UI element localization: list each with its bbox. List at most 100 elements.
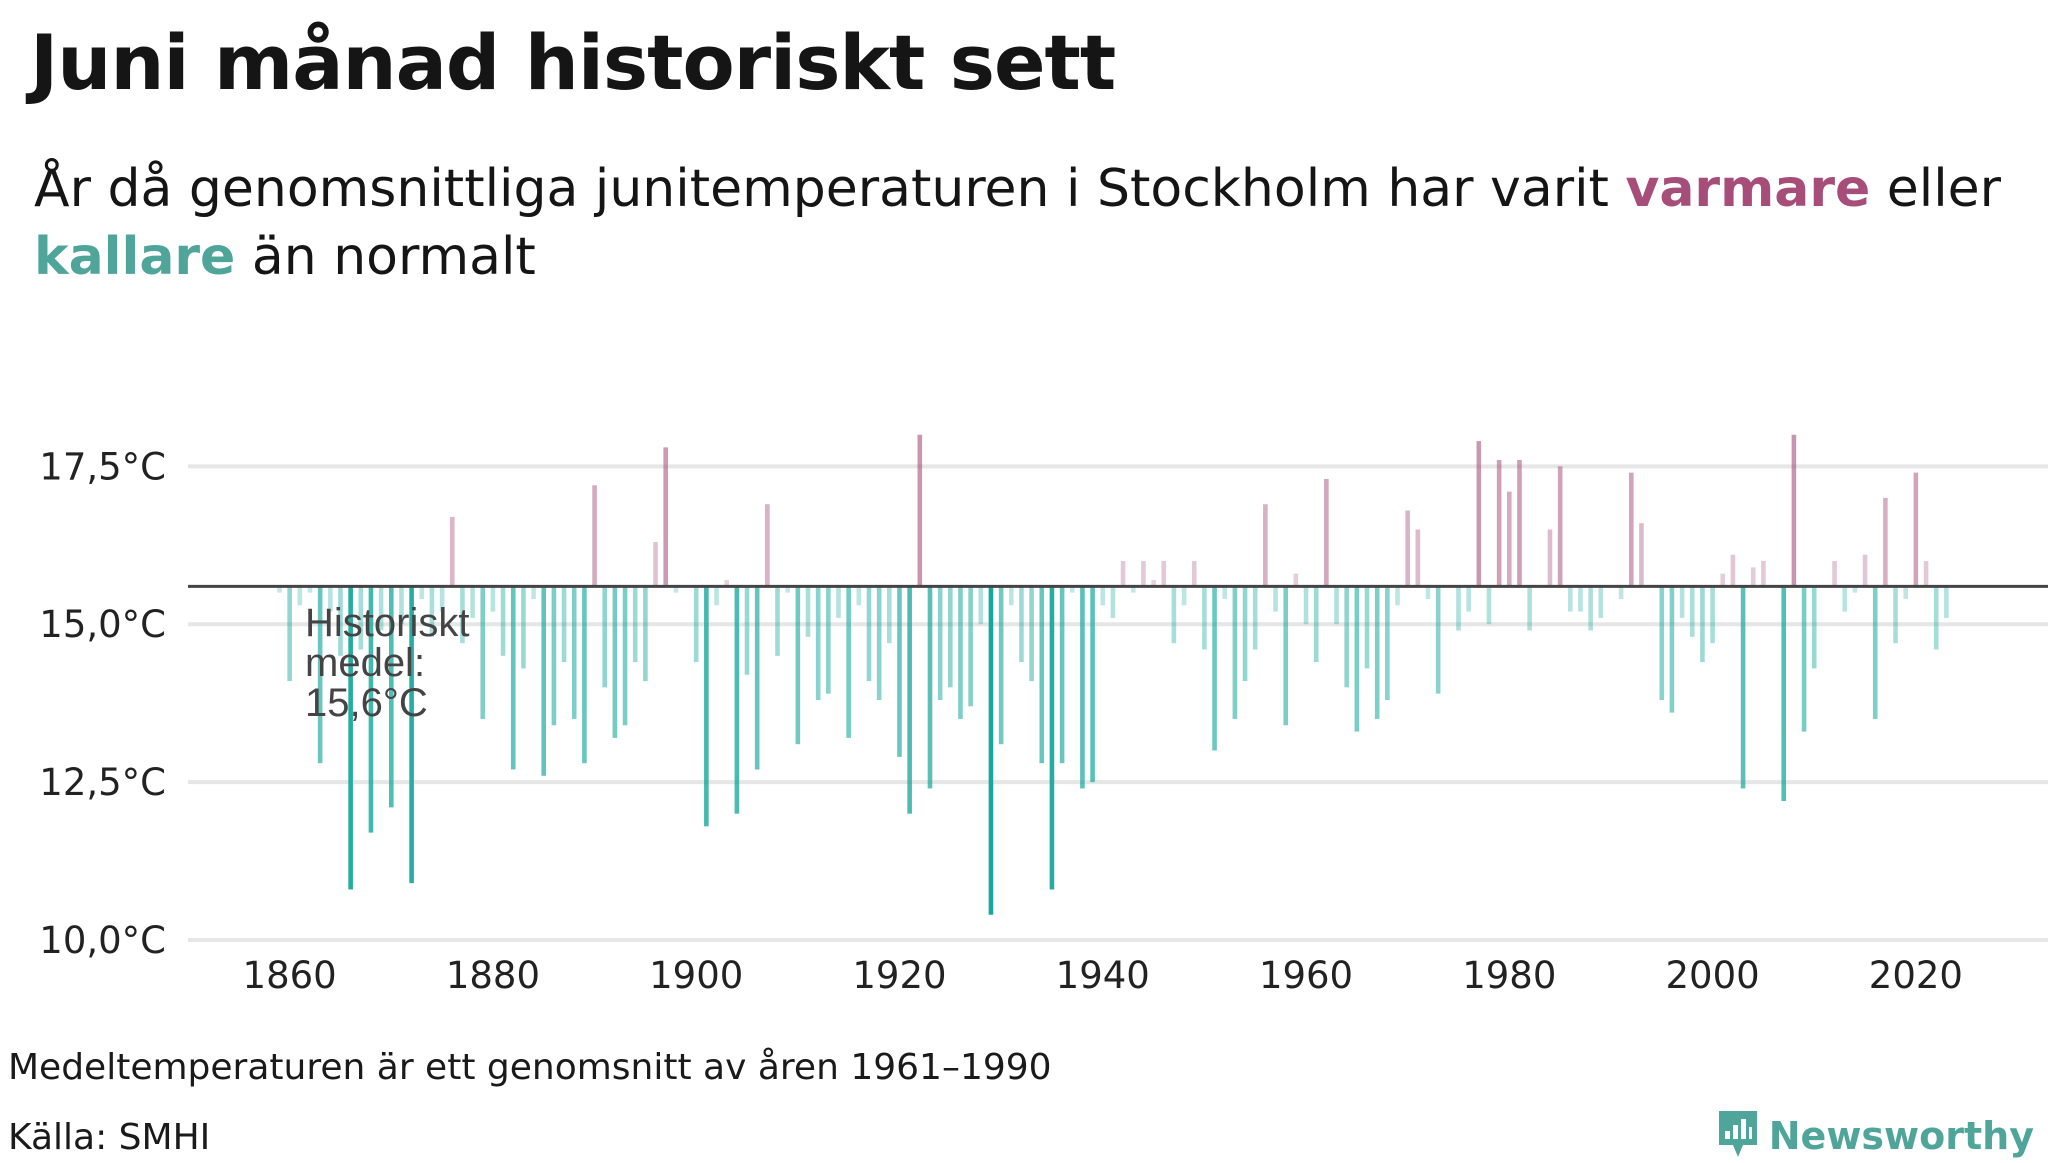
bar-1859 bbox=[277, 586, 282, 593]
bar-1929 bbox=[988, 586, 994, 915]
x-tick-label: 1880 bbox=[446, 954, 540, 997]
bar-2019 bbox=[1903, 586, 1909, 599]
bar-1902 bbox=[714, 586, 719, 606]
bar-1915 bbox=[846, 586, 851, 738]
bar-1976 bbox=[1466, 586, 1471, 612]
bar-1971 bbox=[1415, 529, 1421, 587]
bar-1996 bbox=[1669, 586, 1675, 713]
bar-1959 bbox=[1293, 573, 1299, 587]
bar-1883 bbox=[521, 586, 526, 669]
bar-1975 bbox=[1456, 586, 1461, 631]
bar-1924 bbox=[937, 586, 943, 700]
bar-1912 bbox=[815, 586, 821, 700]
bar-2022 bbox=[1933, 586, 1939, 650]
bar-1868 bbox=[368, 586, 374, 833]
bar-1995 bbox=[1659, 586, 1665, 700]
bar-1873 bbox=[419, 586, 425, 599]
bar-2013 bbox=[1842, 586, 1848, 612]
bar-2008 bbox=[1791, 434, 1797, 587]
bar-1919 bbox=[887, 586, 892, 644]
bar-2021 bbox=[1923, 561, 1929, 587]
baseline-annotation-line: Historiskt bbox=[305, 601, 469, 645]
bar-1905 bbox=[744, 586, 750, 675]
x-tick-label: 1980 bbox=[1462, 954, 1556, 997]
subtitle-warm-word: varmare bbox=[1625, 159, 1871, 219]
bar-1922 bbox=[917, 434, 923, 587]
bar-1903 bbox=[724, 580, 729, 587]
bar-2007 bbox=[1781, 586, 1787, 802]
brand-logo[interactable]: Newsworthy bbox=[1717, 1109, 2034, 1163]
bar-1870 bbox=[388, 586, 394, 808]
bar-1879 bbox=[480, 586, 486, 719]
bar-1891 bbox=[602, 586, 608, 688]
bar-1866 bbox=[348, 586, 353, 890]
bar-1889 bbox=[582, 586, 587, 764]
bar-1948 bbox=[1181, 586, 1187, 606]
bar-1871 bbox=[399, 586, 404, 625]
bar-1973 bbox=[1435, 586, 1441, 694]
bar-1986 bbox=[1567, 586, 1573, 612]
bar-1894 bbox=[632, 586, 638, 663]
bar-1917 bbox=[866, 586, 872, 682]
bar-1991 bbox=[1618, 586, 1624, 599]
bar-1913 bbox=[826, 586, 831, 694]
bar-1998 bbox=[1689, 586, 1695, 637]
x-tick-label: 2020 bbox=[1869, 954, 1963, 997]
bar-1943 bbox=[1130, 586, 1136, 593]
bar-2014 bbox=[1852, 586, 1858, 593]
bar-1969 bbox=[1395, 586, 1400, 606]
temperature-bar-chart: 10,0°C 12,5°C 15,0°C 17,5°C 1860 1880 1900 192… bbox=[39, 434, 2048, 997]
bar-1987 bbox=[1578, 586, 1583, 612]
grid-lines bbox=[188, 464, 2048, 942]
bar-1906 bbox=[754, 586, 760, 770]
bar-1888 bbox=[571, 586, 577, 719]
subtitle-text-end: än normalt bbox=[235, 227, 536, 287]
bar-1949 bbox=[1191, 561, 1197, 587]
bar-1876 bbox=[449, 516, 455, 587]
bar-1920 bbox=[897, 586, 902, 757]
bar-1981 bbox=[1517, 460, 1522, 587]
bar-1914 bbox=[836, 586, 841, 618]
bar-1963 bbox=[1334, 586, 1339, 625]
bar-1992 bbox=[1628, 472, 1634, 587]
bar-1960 bbox=[1303, 586, 1309, 625]
bar-2012 bbox=[1832, 561, 1837, 587]
bar-1934 bbox=[1039, 586, 1045, 764]
footer-source: Källa: SMHI bbox=[8, 1117, 211, 1158]
bar-1965 bbox=[1354, 586, 1360, 732]
bar-1860 bbox=[287, 586, 292, 682]
bar-1957 bbox=[1273, 586, 1278, 612]
bar-1861 bbox=[297, 586, 303, 606]
bar-1954 bbox=[1242, 586, 1248, 682]
x-tick-label: 1920 bbox=[852, 954, 946, 997]
bar-1950 bbox=[1202, 586, 1207, 650]
bar-1941 bbox=[1110, 586, 1116, 618]
bar-1869 bbox=[378, 586, 384, 631]
y-tick-label: 10,0°C bbox=[39, 919, 166, 962]
bar-1944 bbox=[1141, 561, 1146, 587]
bar-1935 bbox=[1049, 586, 1055, 890]
bar-1910 bbox=[795, 586, 801, 745]
bar-1979 bbox=[1496, 460, 1502, 587]
bar-1918 bbox=[876, 586, 882, 700]
bar-1872 bbox=[409, 586, 414, 884]
bar-1951 bbox=[1212, 586, 1217, 751]
y-tick-label: 17,5°C bbox=[39, 445, 166, 488]
bar-1916 bbox=[856, 586, 862, 606]
bar-1962 bbox=[1324, 478, 1329, 587]
bar-1911 bbox=[805, 586, 811, 637]
bar-2017 bbox=[1883, 497, 1888, 587]
bar-1993 bbox=[1639, 523, 1644, 587]
bar-1890 bbox=[592, 485, 597, 587]
bar-1895 bbox=[643, 586, 648, 682]
bar-2016 bbox=[1872, 586, 1878, 719]
bar-2023 bbox=[1944, 586, 1949, 618]
bar-1940 bbox=[1100, 586, 1106, 606]
bar-1945 bbox=[1151, 580, 1156, 587]
bar-1897 bbox=[663, 447, 669, 587]
bar-1942 bbox=[1120, 561, 1126, 587]
bar-1880 bbox=[490, 586, 496, 612]
bar-1927 bbox=[968, 586, 973, 707]
bar-1886 bbox=[551, 586, 557, 726]
bar-1984 bbox=[1547, 529, 1553, 587]
